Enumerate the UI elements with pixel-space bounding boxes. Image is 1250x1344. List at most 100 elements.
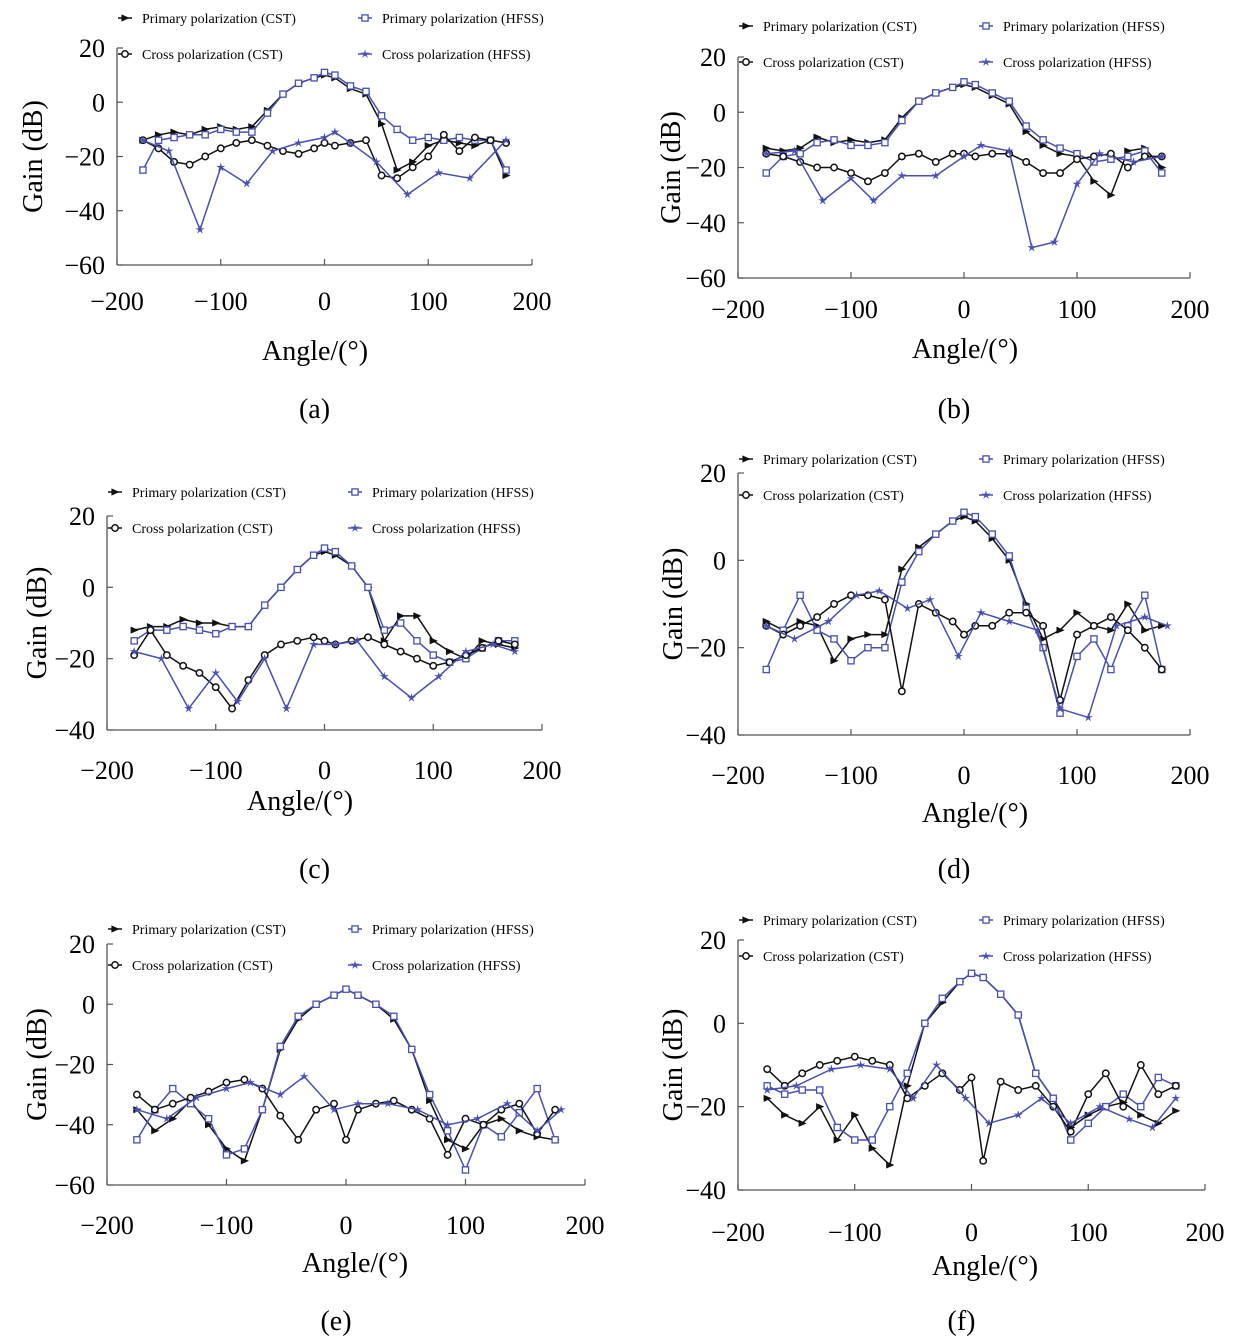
x-tick-label: 200 <box>1186 1218 1225 1247</box>
legend-marker <box>982 22 990 30</box>
y-tick-label: 20 <box>79 34 105 63</box>
data-point <box>971 152 980 161</box>
data-point <box>377 171 386 180</box>
data-point <box>988 530 997 538</box>
series-cross-polarization-cst- <box>762 591 1166 705</box>
data-point <box>396 619 405 627</box>
data-point <box>818 195 828 205</box>
data-point <box>815 1061 824 1069</box>
y-tick-label: −40 <box>54 1111 95 1140</box>
data-point <box>1032 625 1043 635</box>
data-point <box>830 657 839 665</box>
data-point <box>443 1119 453 1129</box>
legend-marker <box>742 491 750 499</box>
data-point <box>880 169 889 177</box>
data-point <box>1107 626 1116 634</box>
data-point <box>1136 1061 1145 1069</box>
data-point <box>185 160 194 169</box>
data-point <box>1090 177 1099 185</box>
data-point <box>163 626 171 634</box>
x-tick-label: 200 <box>566 1211 605 1240</box>
x-tick-label: −200 <box>80 1211 134 1240</box>
data-point <box>781 1111 790 1119</box>
data-point <box>1154 1090 1163 1099</box>
data-point <box>445 658 454 667</box>
data-point <box>898 565 907 573</box>
x-tick-label: −100 <box>200 1211 254 1240</box>
data-point <box>129 646 139 656</box>
legend-label: Primary polarization (CST) <box>132 486 286 501</box>
data-point <box>556 1104 566 1114</box>
y-tick-label: 0 <box>82 990 95 1019</box>
data-point <box>424 142 433 150</box>
data-point <box>211 668 221 677</box>
legend: Primary polarization (CST) Primary polari… <box>739 453 1165 504</box>
data-point <box>1158 169 1166 177</box>
data-point <box>830 136 838 144</box>
data-point <box>408 163 417 172</box>
data-point <box>886 1102 894 1111</box>
data-point <box>880 595 889 604</box>
data-point <box>132 1104 142 1114</box>
data-point <box>1090 621 1098 630</box>
data-point <box>1073 630 1081 639</box>
data-point <box>222 1151 231 1159</box>
data-point <box>959 151 969 161</box>
data-point <box>232 138 241 147</box>
data-point <box>796 621 805 630</box>
data-point <box>228 704 237 713</box>
x-tick-label: 100 <box>1058 295 1097 324</box>
data-point <box>309 639 319 649</box>
x-tick-label: −200 <box>711 295 765 324</box>
data-point <box>948 83 957 92</box>
series-line <box>766 83 1163 197</box>
data-point <box>864 630 873 639</box>
data-point <box>931 158 940 166</box>
data-point <box>851 1136 859 1144</box>
data-point <box>791 1081 801 1090</box>
legend-label: Cross polarization (HFSS) <box>372 959 521 974</box>
data-point <box>798 1119 807 1127</box>
legend-marker <box>111 524 119 532</box>
data-point <box>293 565 302 574</box>
data-point <box>1171 1081 1180 1090</box>
data-point <box>1022 158 1031 166</box>
data-point <box>1039 169 1048 177</box>
data-point <box>846 173 856 183</box>
data-point <box>320 544 329 552</box>
y-tick-label: 0 <box>713 98 726 127</box>
data-point <box>864 643 872 652</box>
data-point <box>1157 665 1166 674</box>
data-point <box>242 178 252 188</box>
data-point <box>868 1056 877 1065</box>
data-point <box>345 138 355 147</box>
data-point <box>1137 1102 1145 1111</box>
data-point <box>1049 1094 1057 1103</box>
legend-label: Primary polarization (HFSS) <box>372 923 534 938</box>
data-point <box>1157 151 1167 161</box>
series-line <box>765 81 1163 174</box>
data-point <box>465 173 475 183</box>
data-point <box>1095 1101 1105 1111</box>
data-point <box>184 703 194 713</box>
series-line <box>765 511 1163 716</box>
data-point <box>393 125 401 134</box>
series-cross-polarization-hfss- <box>762 1060 1181 1132</box>
series-line <box>766 972 1177 1142</box>
data-point <box>244 622 253 631</box>
data-point <box>1013 1110 1023 1119</box>
chart-panel-a: −200 −100 0 100 200−60−40−20020Angle/(°)Gain… <box>18 12 552 425</box>
data-point <box>309 551 318 559</box>
data-point <box>762 169 771 177</box>
x-tick-label: −200 <box>80 756 134 785</box>
data-point <box>1140 612 1150 621</box>
data-point <box>864 177 872 186</box>
data-point <box>796 591 804 600</box>
chart-panel-e: −200 −100 0 100 200−60−40−20020Angle/(°)Gain… <box>22 923 605 1337</box>
data-point <box>988 621 997 630</box>
legend-marker <box>111 925 120 933</box>
data-point <box>372 1000 380 1009</box>
y-tick-label: −40 <box>54 716 95 745</box>
